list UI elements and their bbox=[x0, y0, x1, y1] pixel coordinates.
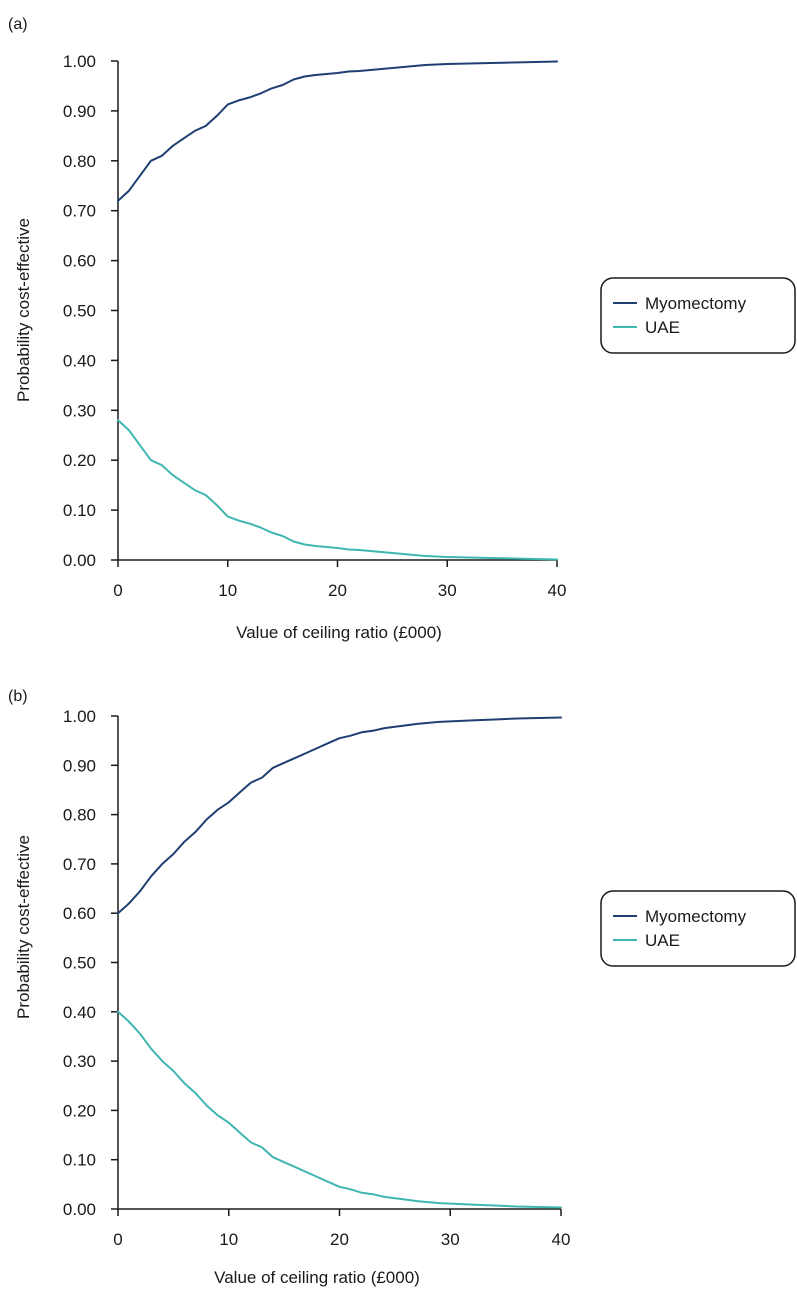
panel-a-y-tick-label: 0.60 bbox=[63, 252, 96, 271]
panel-a-y-tick-label: 0.70 bbox=[63, 202, 96, 221]
panel-b-line-uae bbox=[117, 1010, 562, 1209]
panel-b-y-tick-label: 0.20 bbox=[63, 1101, 96, 1120]
panel-a-label: (a) bbox=[8, 16, 28, 33]
panel-a-x-axis-title: Value of ceiling ratio (£000) bbox=[236, 623, 442, 642]
panel-a-x-tick-label: 0 bbox=[113, 581, 122, 600]
panel-b-y-tick-label: 0.70 bbox=[63, 855, 96, 874]
panel-a-axes: 0.00 0.10 0.20 0.30 0.40 0.50 0.60 0.70 0.80 0.90… bbox=[63, 52, 567, 600]
panel-b-y-tick-label: 0.90 bbox=[63, 756, 96, 775]
panel-a-chart: (a) Probability cost-effective Value of … bbox=[8, 16, 796, 642]
panel-b-x-axis-title: Value of ceiling ratio (£000) bbox=[214, 1268, 420, 1287]
panel-a-y-tick-label: 0.50 bbox=[63, 302, 96, 321]
panel-a-legend-label-uae: UAE bbox=[645, 318, 680, 337]
panel-b-line-myomectomy bbox=[117, 716, 562, 915]
panel-b-legend-label-uae: UAE bbox=[645, 931, 680, 950]
panel-a-x-tick-label: 10 bbox=[218, 581, 237, 600]
panel-b-x-tick-label: 30 bbox=[441, 1230, 460, 1249]
panel-a-x-tick-label: 40 bbox=[548, 581, 567, 600]
panel-b-x-tick-label: 0 bbox=[113, 1230, 122, 1249]
panel-b-label: (b) bbox=[8, 688, 28, 705]
panel-a-y-tick-label: 0.10 bbox=[63, 501, 96, 520]
panel-b-x-tick-label: 20 bbox=[330, 1230, 349, 1249]
panel-b-y-axis-title: Probability cost-effective bbox=[14, 835, 33, 1019]
panel-b-y-tick-label: 0.00 bbox=[63, 1200, 96, 1219]
panel-b-x-tick-label: 10 bbox=[219, 1230, 238, 1249]
panel-a-y-tick-label: 0.20 bbox=[63, 451, 96, 470]
panel-a-y-tick-label: 0.90 bbox=[63, 102, 96, 121]
panel-a-legend: Myomectomy UAE bbox=[600, 277, 796, 354]
panel-a-line-myomectomy bbox=[117, 60, 558, 202]
panel-a-y-tick-label: 0.40 bbox=[63, 351, 96, 370]
panel-a-y-tick-label: 0.80 bbox=[63, 152, 96, 171]
panel-a-y-tick-label: 1.00 bbox=[63, 52, 96, 71]
panel-b-y-tick-label: 0.60 bbox=[63, 904, 96, 923]
panel-b-y-tick-label: 0.30 bbox=[63, 1052, 96, 1071]
panel-b-legend-label-myomectomy: Myomectomy bbox=[645, 907, 747, 926]
panel-b-y-tick-label: 0.10 bbox=[63, 1151, 96, 1170]
panel-b-y-tick-label: 0.40 bbox=[63, 1003, 96, 1022]
panel-b-legend-box bbox=[600, 890, 796, 967]
panel-b-y-tick-label: 1.00 bbox=[63, 707, 96, 726]
panel-a-y-tick-label: 0.30 bbox=[63, 401, 96, 420]
panel-b-y-tick-label: 0.50 bbox=[63, 954, 96, 973]
panel-a-legend-box bbox=[600, 277, 796, 354]
panel-a-series-lines bbox=[117, 60, 558, 561]
panel-b-chart: (b) Probability cost-effective Value of … bbox=[8, 688, 796, 1287]
panel-a-y-axis-title: Probability cost-effective bbox=[14, 218, 33, 402]
panel-b-legend: Myomectomy UAE bbox=[600, 890, 796, 967]
panel-a-legend-label-myomectomy: Myomectomy bbox=[645, 294, 747, 313]
panel-b-y-tick-label: 0.80 bbox=[63, 806, 96, 825]
panel-b-series-lines bbox=[117, 716, 562, 1209]
panel-a-x-tick-label: 20 bbox=[328, 581, 347, 600]
panel-a-x-tick-label: 30 bbox=[438, 581, 457, 600]
panel-a-y-tick-label: 0.00 bbox=[63, 551, 96, 570]
panel-b-x-tick-label: 40 bbox=[552, 1230, 571, 1249]
panel-a-line-uae bbox=[117, 419, 558, 561]
panel-b-axes: 0.00 0.10 0.20 0.30 0.40 0.50 0.60 0.70 0.80 0.90… bbox=[63, 707, 571, 1249]
